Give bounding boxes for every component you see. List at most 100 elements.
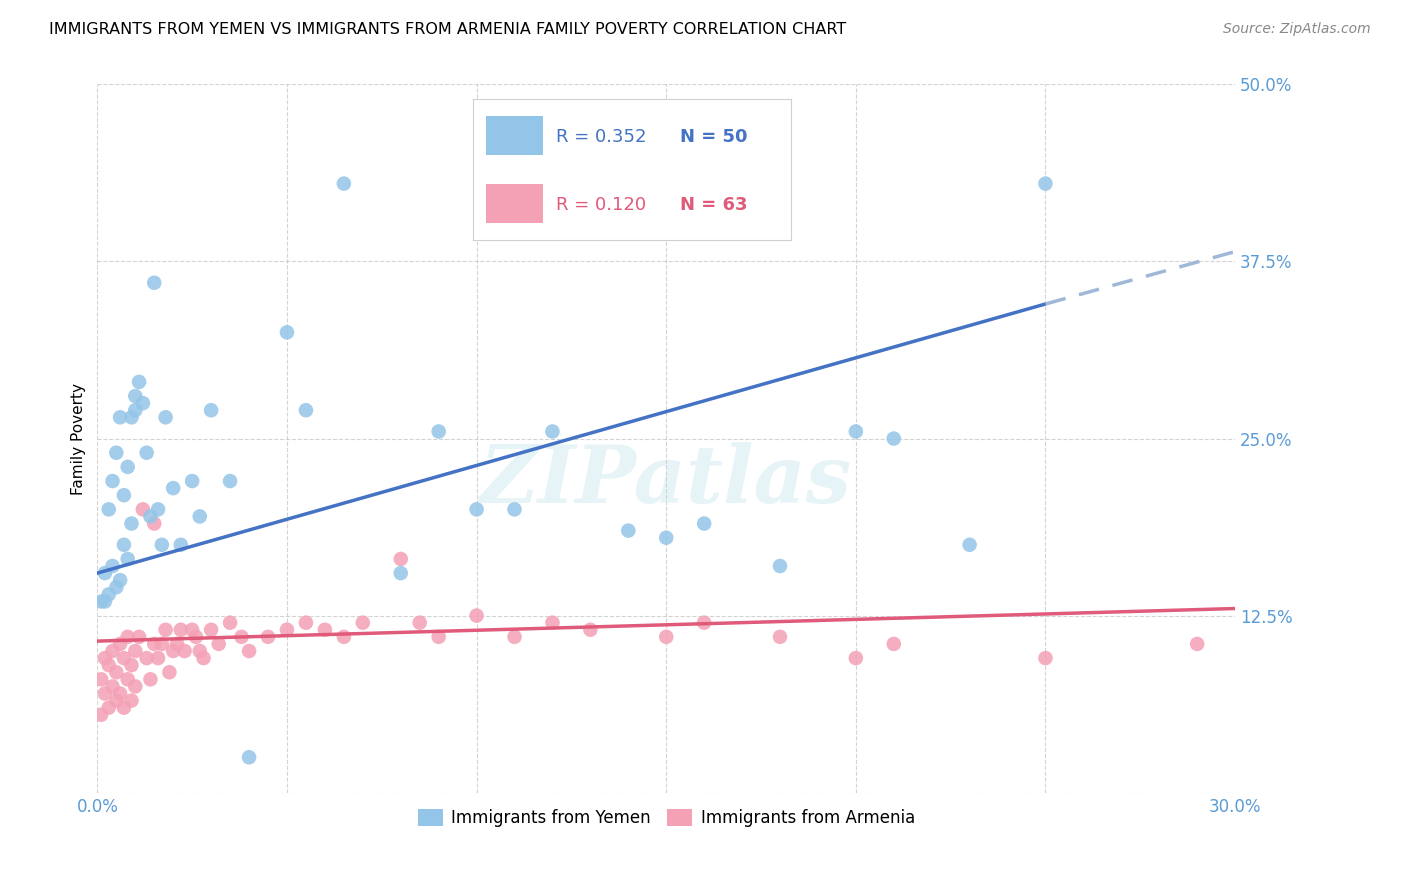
Point [146,502,169,516]
Point [959,538,981,552]
Point [112,651,135,665]
Point [173,644,195,658]
Point [883,432,905,446]
Point [184,630,207,644]
Point [112,538,135,552]
Point [188,509,211,524]
Point [1035,651,1057,665]
Text: ZIPatlas: ZIPatlas [481,442,852,520]
Point [90,707,112,722]
Point [200,403,222,417]
Point [128,630,150,644]
Point [124,644,146,658]
Point [295,615,318,630]
Point [132,396,155,410]
Point [117,630,139,644]
Point [124,389,146,403]
Point [181,474,204,488]
Point [693,516,716,531]
Point [541,615,564,630]
Point [200,623,222,637]
Point [101,680,124,694]
Point [845,651,868,665]
Point [238,644,260,658]
Point [135,446,157,460]
Point [427,425,450,439]
Point [188,644,211,658]
Point [333,177,356,191]
Point [97,587,120,601]
Point [883,637,905,651]
Point [465,502,488,516]
Point [541,425,564,439]
Point [121,516,143,531]
Point [90,673,112,687]
Point [94,651,117,665]
Point [143,276,166,290]
Point [166,637,188,651]
Point [97,502,120,516]
Point [108,637,131,651]
Point [105,665,128,680]
Point [389,552,412,566]
Legend: Immigrants from Yemen, Immigrants from Armenia: Immigrants from Yemen, Immigrants from A… [411,803,921,834]
Point [170,623,193,637]
Point [117,673,139,687]
Text: Source: ZipAtlas.com: Source: ZipAtlas.com [1223,22,1371,37]
Point [139,673,162,687]
Point [162,644,184,658]
Point [143,516,166,531]
Point [208,637,231,651]
Point [121,658,143,673]
Point [112,700,135,714]
Point [409,615,432,630]
Point [238,750,260,764]
Point [333,630,356,644]
Point [150,538,173,552]
Point [101,644,124,658]
Point [693,615,716,630]
Point [124,680,146,694]
Point [108,686,131,700]
Point [579,623,602,637]
Point [503,502,526,516]
Point [427,630,450,644]
Point [124,403,146,417]
Point [101,559,124,574]
Point [117,552,139,566]
Point [94,594,117,608]
Point [389,566,412,580]
Point [314,623,336,637]
Point [97,658,120,673]
Point [276,623,298,637]
Point [769,559,792,574]
Point [150,637,173,651]
Point [132,502,155,516]
Point [181,623,204,637]
Point [219,615,242,630]
Point [108,410,131,425]
Point [231,630,253,644]
Point [94,566,117,580]
Point [97,700,120,714]
Point [1035,177,1057,191]
Point [90,594,112,608]
Point [257,630,280,644]
Point [139,509,162,524]
Point [157,665,180,680]
Point [155,410,177,425]
Point [155,623,177,637]
Point [276,326,298,340]
Point [295,403,318,417]
Point [105,693,128,707]
Point [503,630,526,644]
Point [101,474,124,488]
Point [135,651,157,665]
Point [617,524,640,538]
Point [112,488,135,502]
Point [655,630,678,644]
Point [170,538,193,552]
Point [352,615,374,630]
Point [845,425,868,439]
Point [1185,637,1208,651]
